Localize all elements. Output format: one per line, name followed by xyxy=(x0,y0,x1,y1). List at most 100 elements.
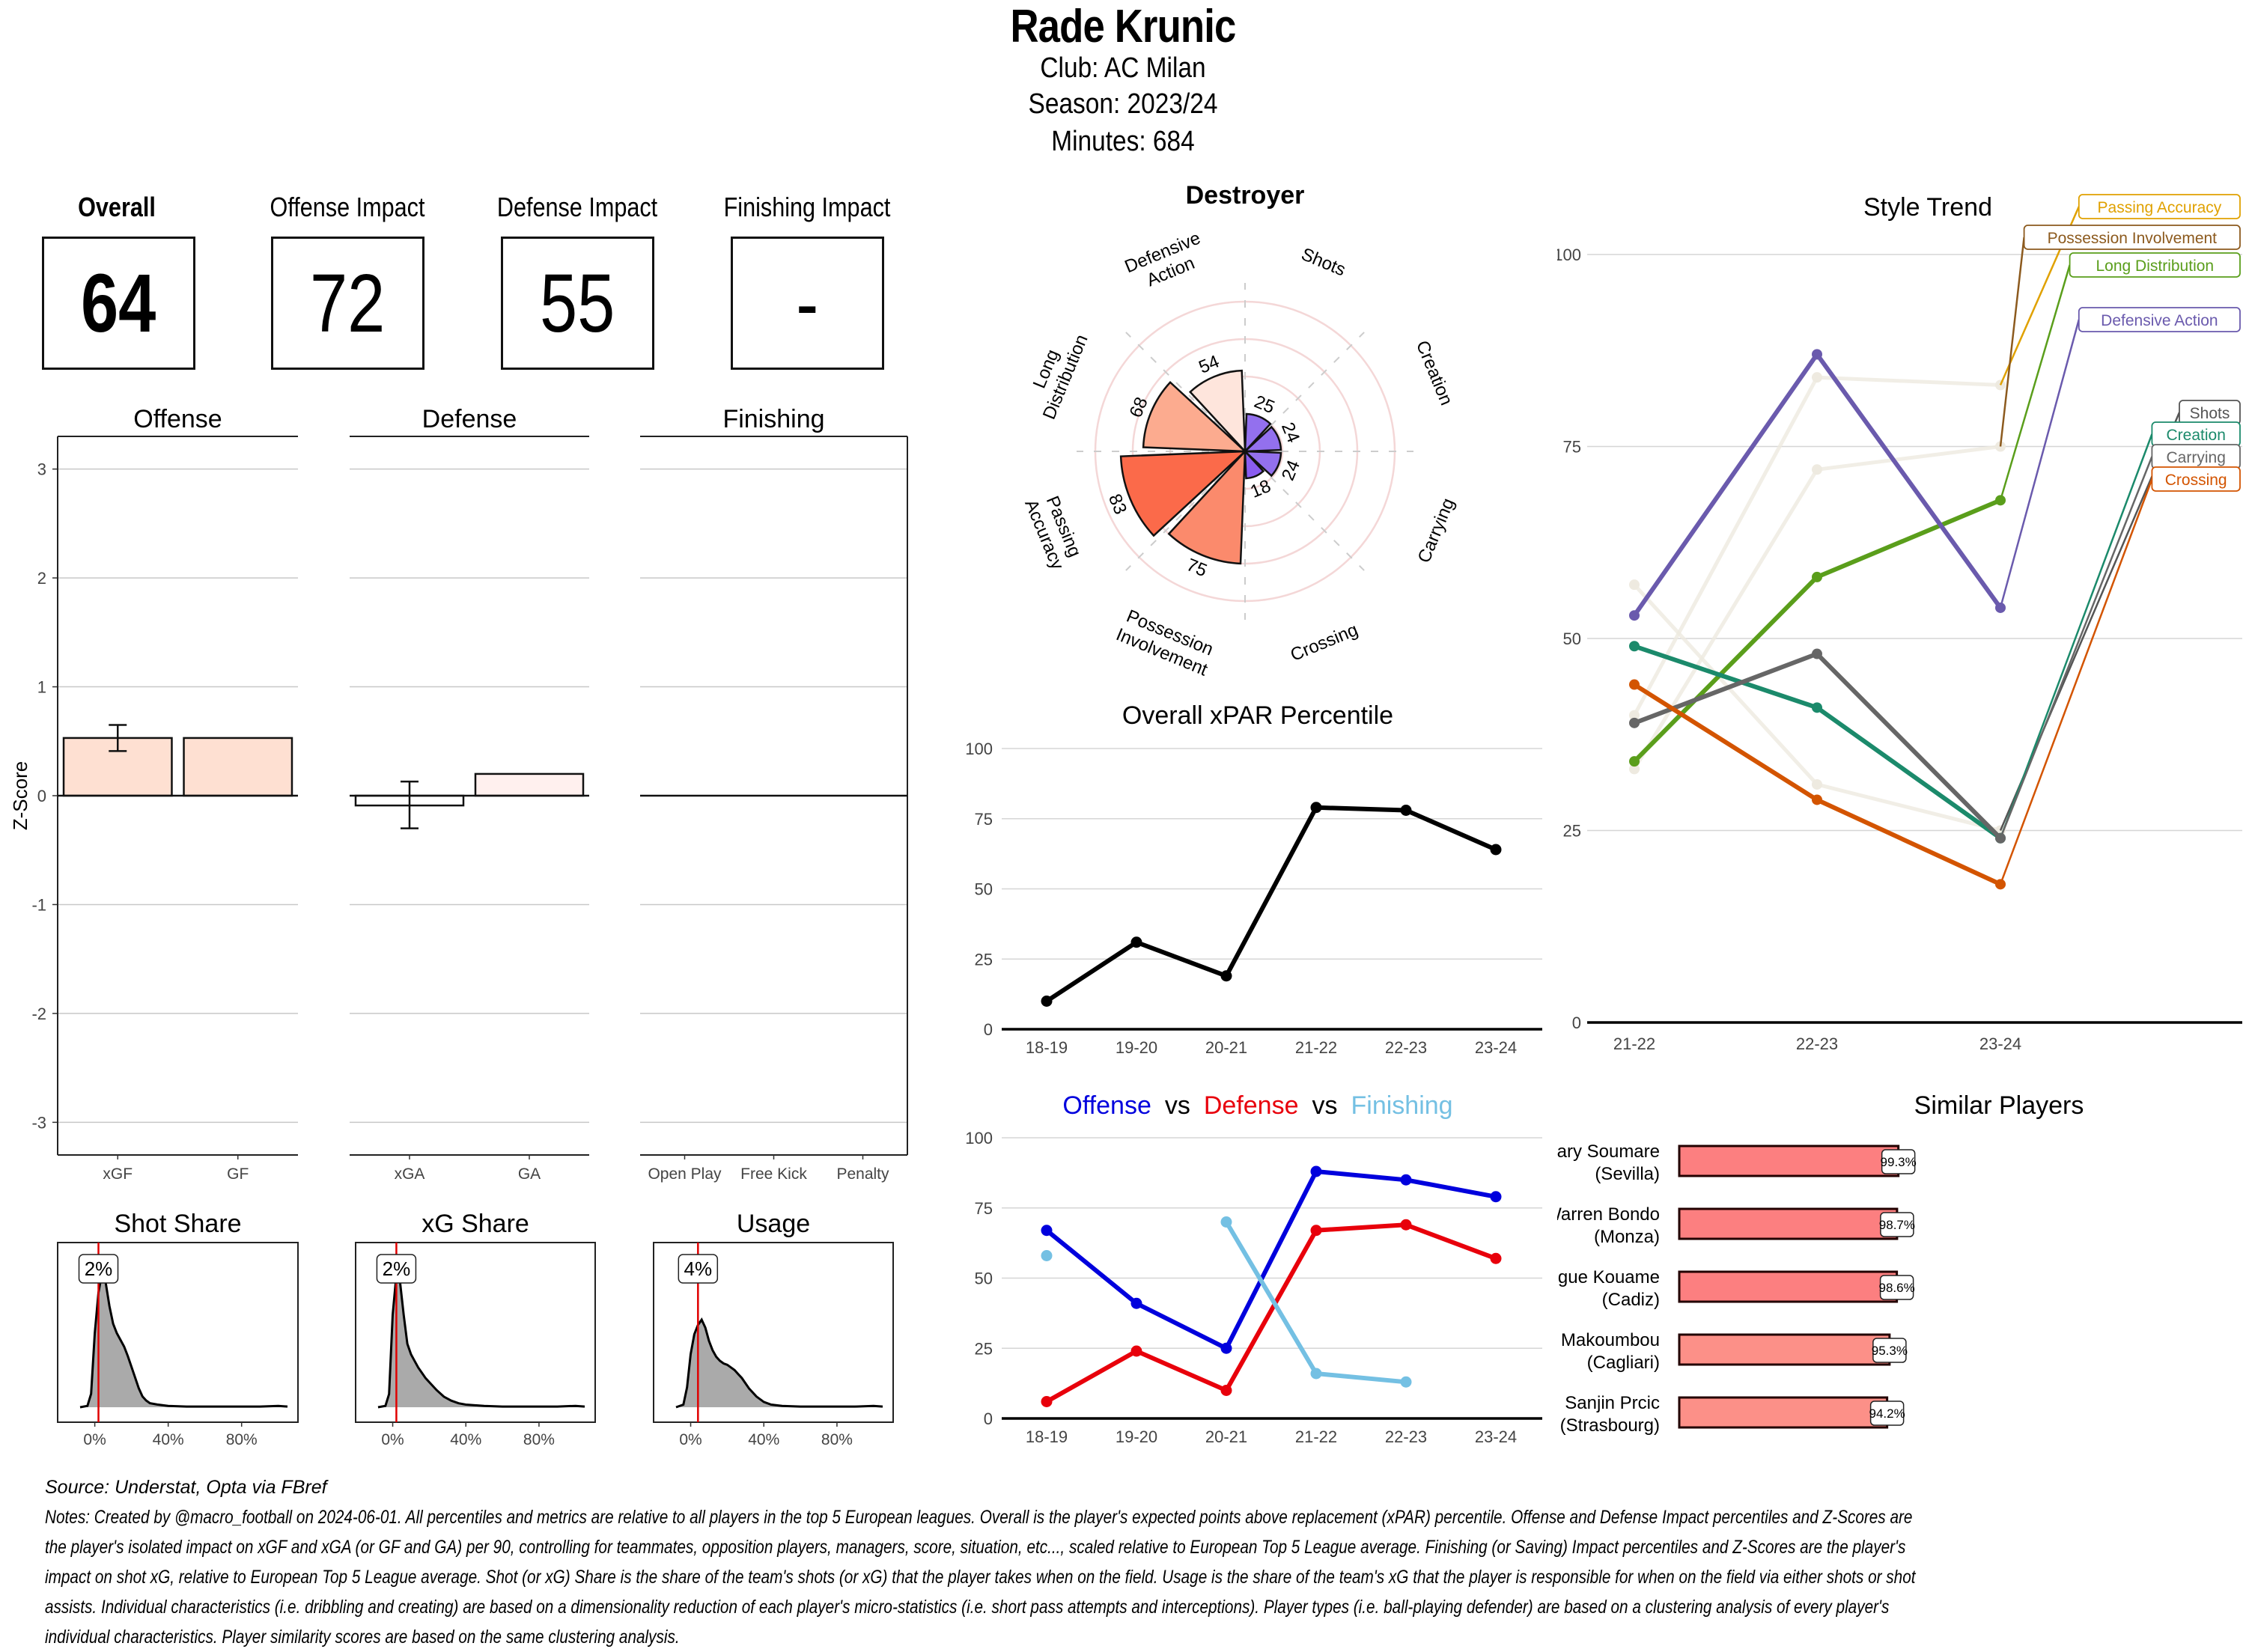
data-point-offense xyxy=(1490,1191,1502,1203)
y-tick-label: 75 xyxy=(975,810,993,829)
radar-axis-label-crossing: Crossing xyxy=(1288,620,1361,665)
similarity-label-box xyxy=(1880,1212,1914,1237)
dist-frame xyxy=(57,1242,299,1423)
x-tick-label: GA xyxy=(518,1165,541,1183)
y-tick-label: 75 xyxy=(1563,438,1581,457)
y-tick-label: 3 xyxy=(37,460,46,479)
y-tick-label: 25 xyxy=(975,950,993,969)
club-line: Club: AC Milan xyxy=(1040,52,1206,84)
x-tick-label: 0% xyxy=(83,1431,106,1448)
x-tick-label: 22-23 xyxy=(1796,1034,1838,1053)
dist-title-2: Usage xyxy=(737,1210,810,1238)
trend-point-crossing xyxy=(1812,794,1822,805)
player-club: (Cagliari) xyxy=(1587,1353,1660,1373)
radar-value-label: 54 xyxy=(1196,351,1222,377)
player-value-label: 2% xyxy=(383,1258,411,1280)
density-area xyxy=(378,1272,585,1407)
defense-impact-label: Defense Impact xyxy=(496,192,658,222)
trend-label-creation: Creation xyxy=(2167,427,2226,444)
data-point-finishing xyxy=(1310,1368,1322,1380)
radar-bar-long-distribution xyxy=(1142,380,1248,453)
odf-title: Offense vs Defense vs Finishing xyxy=(1062,1091,1452,1120)
x-tick-label: 23-24 xyxy=(1475,1038,1517,1057)
style-radar-chart: Destroyer25Shots24Creation24Carrying18Cr… xyxy=(1020,181,1459,680)
x-tick-label: 21-22 xyxy=(1613,1034,1655,1053)
x-tick-label: 80% xyxy=(523,1431,555,1448)
trend-point-passing-accuracy xyxy=(1812,372,1822,383)
data-point-offense xyxy=(1400,1174,1412,1186)
player-value-label-box xyxy=(678,1254,719,1284)
similarity-bar xyxy=(1678,1270,1899,1303)
similarity-label-box xyxy=(1869,1400,1905,1426)
series-line-finishing xyxy=(1224,1220,1407,1385)
y-tick-label: 100 xyxy=(1557,246,1581,264)
radar-axis-label-shots: Shots xyxy=(1298,244,1348,280)
y-tick-label: 0 xyxy=(37,787,46,805)
offense-defense-finishing-chart: 0 25 50 75 100 18-19 19-20 20-21 21-22 22-23 23-24… xyxy=(965,1091,1542,1446)
series-line-offense xyxy=(1045,1169,1497,1351)
x-tick-label: 19-20 xyxy=(1116,1427,1157,1446)
radar-bar-crossing xyxy=(1244,448,1265,480)
trend-point-possession-involvement xyxy=(1629,763,1640,775)
x-tick-label: 80% xyxy=(821,1431,853,1448)
player-value-label: 4% xyxy=(684,1258,713,1280)
y-tick-label: 50 xyxy=(975,1270,993,1288)
offense-impact-label: Offense Impact xyxy=(270,192,425,222)
trend-point-crossing xyxy=(1629,679,1640,690)
density-area xyxy=(80,1272,287,1407)
series-line-overall-xpar-percentile xyxy=(1045,805,1497,1004)
similarity-label: 95.3% xyxy=(1872,1344,1908,1358)
radar-value-label: 75 xyxy=(1184,555,1210,581)
trend-point-long-distribution xyxy=(1812,571,1822,582)
x-tick-label: 22-23 xyxy=(1385,1038,1427,1057)
overall-label: Overall xyxy=(78,192,156,222)
player-name: Rade Krunic xyxy=(1010,1,1236,52)
trend-label-long-distribution: Long Distribution xyxy=(2096,257,2215,275)
radar-axis-label-creation: Creation xyxy=(1412,338,1457,408)
offense-impact-box: 72 xyxy=(271,237,424,370)
trend-label-box xyxy=(2023,225,2241,250)
x-tick-label: 40% xyxy=(450,1431,481,1448)
radar-bar-passing-accuracy xyxy=(1119,450,1248,537)
player-value-label-box xyxy=(78,1254,119,1284)
trend-point-passing-accuracy xyxy=(1629,710,1640,721)
notes-line-1: Notes: Created by @macro_football on 202… xyxy=(45,1507,1913,1528)
density-area xyxy=(676,1320,883,1407)
radar-value-label: 68 xyxy=(1126,394,1152,421)
player-value-label: 2% xyxy=(85,1258,113,1280)
trend-line-creation xyxy=(1634,644,2002,841)
source-text: Source: Understat, Opta via FBref xyxy=(45,1477,327,1498)
notes-line-3: impact on shot xG, relative to European … xyxy=(45,1567,1916,1588)
x-tick-label: GF xyxy=(227,1165,249,1183)
y-axis-label: Z-Score xyxy=(9,761,31,830)
x-tick-label: 23-24 xyxy=(1979,1034,2021,1053)
trend-label-connector xyxy=(1999,456,2153,839)
finishing-impact-value: - xyxy=(796,257,819,350)
panel-title-finishing: Finishing xyxy=(722,405,824,433)
trend-point-shots xyxy=(1812,778,1822,790)
y-tick-label: -3 xyxy=(31,1113,46,1132)
data-point-offense xyxy=(1310,1165,1322,1177)
trend-point-defensive-action xyxy=(1812,349,1822,360)
trend-point-creation xyxy=(1629,641,1640,652)
similar-players-title: Similar Players xyxy=(1914,1091,2084,1120)
x-tick-label: 23-24 xyxy=(1475,1427,1517,1446)
data-point-defense xyxy=(1220,1385,1232,1396)
similarity-label: 99.3% xyxy=(1881,1155,1917,1169)
trend-point-passing-accuracy xyxy=(1995,380,2006,391)
x-tick-label: 0% xyxy=(381,1431,404,1448)
overall-value: 64 xyxy=(81,257,156,350)
similarity-label-box xyxy=(1879,1275,1914,1300)
dist-frame xyxy=(355,1242,596,1423)
dist-frame xyxy=(653,1242,894,1423)
minutes-line: Minutes: 684 xyxy=(1051,126,1195,157)
x-tick-label: 22-23 xyxy=(1385,1427,1427,1446)
x-tick-label: 40% xyxy=(748,1431,779,1448)
trend-point-shots xyxy=(1629,579,1640,591)
radar-bar-possession-involvement xyxy=(1167,448,1247,565)
defense-impact-box: 55 xyxy=(501,237,654,370)
radar-axis-label-line: Carrying xyxy=(1414,496,1459,566)
data-point-finishing xyxy=(1220,1216,1232,1228)
